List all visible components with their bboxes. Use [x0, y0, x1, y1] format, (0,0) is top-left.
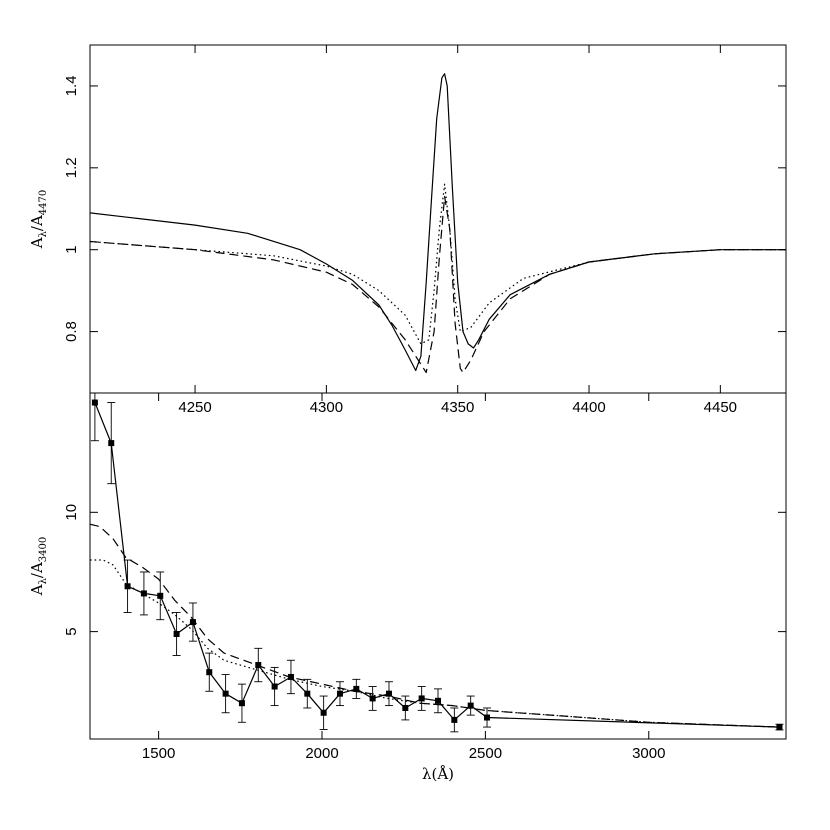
data-point [467, 702, 474, 709]
y-axis-label-main: A [28, 237, 46, 249]
series-line-solid-markers [94, 402, 780, 728]
data-point [157, 592, 164, 599]
data-point [124, 583, 131, 590]
y-tick-label: 10 [63, 504, 80, 521]
series-line-dotted [90, 559, 780, 728]
plot-frame [89, 44, 787, 394]
data-point [189, 619, 196, 626]
data-point [271, 683, 278, 690]
y-axis-label-sub2: 4470 [38, 190, 49, 215]
x-tick-label: 4450 [704, 399, 737, 416]
plot-frame [89, 392, 787, 740]
y-tick-label: 0.8 [63, 321, 80, 342]
x-tick-label: 4250 [178, 399, 211, 416]
y-axis-label-slash: /A [28, 562, 46, 578]
data-point [369, 695, 376, 702]
data-point [140, 590, 147, 597]
data-point [402, 704, 409, 711]
y-tick-label: 1 [63, 246, 80, 254]
data-point [91, 399, 98, 406]
series-line-dotted [90, 183, 786, 345]
data-point [435, 697, 441, 704]
y-tick-label: 1.2 [63, 157, 80, 178]
data-point [238, 700, 245, 707]
y-axis-label-sub: λ [38, 230, 49, 237]
x-axis-label: λ(Å) [422, 765, 454, 783]
series-line-dashed [90, 195, 786, 374]
x-tick-label: 4400 [572, 399, 605, 416]
x-tick-label: 1500 [142, 745, 175, 762]
top-panel: 4250 4300 4350 4400 4450 0.8 1 1.2 1.4 Aλ/A4470 [28, 44, 787, 416]
data-point [353, 685, 360, 692]
y-axis-label-slash: /A [28, 215, 46, 231]
y-axis-label-main: A [28, 584, 46, 596]
x-tick-label: 4350 [441, 399, 474, 416]
series-line-solid [90, 73, 786, 372]
y-axis-label: Aλ/A4470 [28, 190, 49, 250]
data-point [108, 440, 115, 447]
series-line-dashed [90, 523, 780, 728]
y-axis-label: Aλ/A3400 [28, 537, 49, 597]
data-point [222, 690, 229, 697]
data-layer [90, 393, 784, 733]
data-point [776, 724, 783, 731]
y-axis-label-sub2: 3400 [38, 537, 49, 562]
y-axis-label-sub: λ [38, 577, 49, 584]
x-tick-label: 4300 [310, 399, 343, 416]
data-point [304, 690, 311, 697]
bottom-panel: 1500 2000 2500 3000 5 10 Aλ/A3400 λ(Å) [28, 392, 787, 783]
data-point [418, 695, 425, 702]
x-tick-label: 2500 [469, 745, 502, 762]
data-point [206, 669, 213, 676]
y-tick-label: 5 [63, 627, 80, 635]
data-point [173, 631, 180, 638]
data-point [484, 714, 491, 721]
data-point [320, 709, 327, 716]
data-point [336, 690, 343, 697]
data-point [451, 716, 458, 723]
x-tick-label: 2000 [305, 745, 338, 762]
data-point [385, 690, 392, 697]
x-tick-label: 3000 [632, 745, 665, 762]
data-layer [90, 73, 786, 374]
y-tick-label: 1.4 [63, 76, 80, 97]
